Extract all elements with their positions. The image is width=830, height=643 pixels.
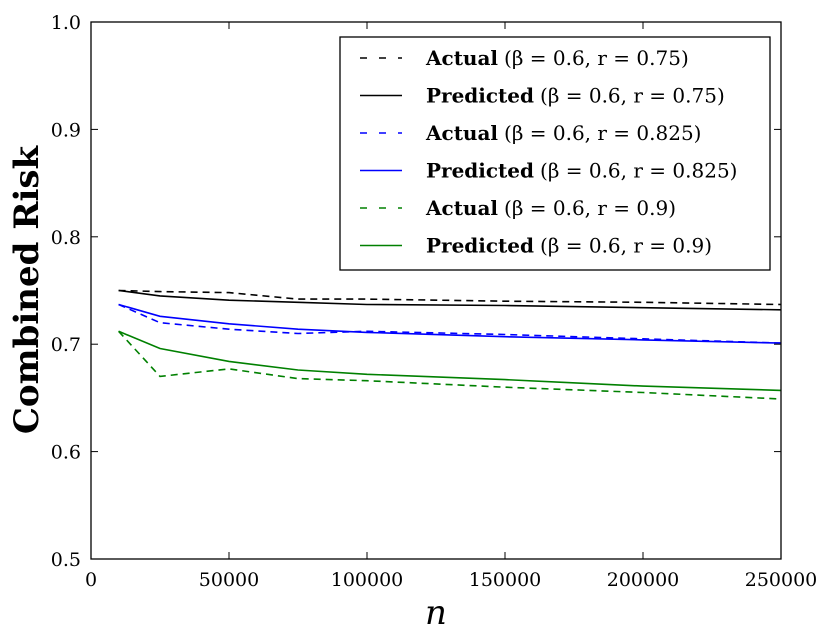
axes-frame: [90, 21, 782, 560]
x-tick-label: 100000: [331, 569, 404, 591]
legend-series-name: Actual: [425, 196, 498, 220]
legend-series-name: Predicted: [426, 159, 534, 183]
legend-entry: Actual (β = 0.6, r = 0.9): [425, 196, 676, 220]
y-tick-label: 0.6: [51, 442, 81, 464]
x-axis-label: n: [425, 593, 447, 633]
y-tick-label: 0.9: [51, 119, 81, 141]
x-tick-label: 250000: [745, 569, 818, 591]
series-line-1-predicted-solid: [118, 289, 782, 311]
series-line-3-predicted-solid: [118, 303, 782, 344]
series-line-2-actual-dashed: [118, 303, 782, 344]
legend-series-name: Predicted: [426, 84, 534, 108]
legend-entry: Predicted (β = 0.6, r = 0.9): [426, 234, 712, 258]
series-line-5-predicted-solid: [118, 330, 782, 392]
x-tick-label: 0: [85, 569, 97, 591]
y-tick-label: 0.7: [51, 334, 81, 356]
legend-entry: Predicted (β = 0.6, r = 0.825): [426, 159, 737, 183]
x-tick-label: 200000: [607, 569, 680, 591]
legend: Actual (β = 0.6, r = 0.75)Predicted (β = 0…: [339, 36, 771, 271]
legend-series-params: (β = 0.6, r = 0.825): [540, 159, 737, 183]
series-layer: [118, 289, 782, 400]
legend-series-name: Actual: [425, 46, 498, 70]
legend-series-params: (β = 0.6, r = 0.75): [540, 84, 725, 108]
y-axis-label: Combined Risk: [7, 144, 47, 434]
legend-series-name: Predicted: [426, 234, 534, 258]
legend-series-params: (β = 0.6, r = 0.9): [504, 196, 676, 220]
y-tick-label: 1.0: [51, 12, 81, 34]
legend-box: [339, 36, 771, 271]
series-line-0-actual-dashed: [118, 289, 782, 306]
legend-series-params: (β = 0.6, r = 0.825): [504, 121, 701, 145]
series-line-4-actual-dashed: [118, 330, 782, 400]
legend-series-params: (β = 0.6, r = 0.9): [540, 234, 712, 258]
legend-entry: Actual (β = 0.6, r = 0.75): [425, 46, 689, 70]
ticks-layer: 0 50000 100000 150000 200000 250000 0.5 0.6 0.7 0…: [51, 12, 817, 591]
x-tick-label: 150000: [469, 569, 542, 591]
y-tick-label: 0.8: [51, 227, 81, 249]
legend-entry: Predicted (β = 0.6, r = 0.75): [426, 84, 725, 108]
y-tick-label: 0.5: [51, 549, 81, 571]
legend-series-name: Actual: [425, 121, 498, 145]
legend-series-params: (β = 0.6, r = 0.75): [504, 46, 689, 70]
legend-entry: Actual (β = 0.6, r = 0.825): [425, 121, 701, 145]
x-tick-label: 50000: [199, 569, 259, 591]
